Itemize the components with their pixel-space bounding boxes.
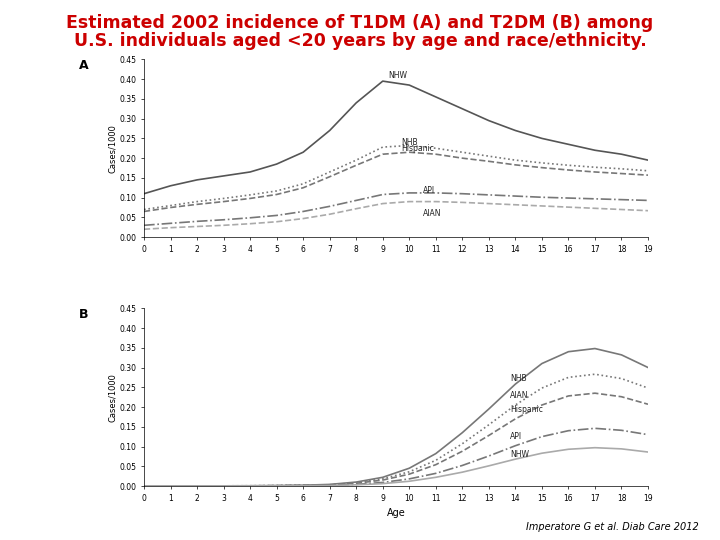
Text: AIAN: AIAN <box>423 209 441 218</box>
Text: B: B <box>78 308 88 321</box>
Text: A: A <box>78 59 88 72</box>
X-axis label: Age: Age <box>387 508 405 518</box>
Text: NHW: NHW <box>510 450 529 459</box>
Text: AIAN: AIAN <box>510 390 528 400</box>
Text: API: API <box>510 432 522 441</box>
Text: Hispanic: Hispanic <box>510 405 543 414</box>
Text: NHB: NHB <box>510 374 527 383</box>
Text: Estimated 2002 incidence of T1DM (A) and T2DM (B) among: Estimated 2002 incidence of T1DM (A) and… <box>66 14 654 31</box>
Y-axis label: Cases/1000: Cases/1000 <box>107 124 117 173</box>
Text: NHW: NHW <box>388 71 407 80</box>
Text: Hispanic: Hispanic <box>401 144 434 153</box>
Text: U.S. individuals aged <20 years by age and race/ethnicity.: U.S. individuals aged <20 years by age a… <box>73 32 647 50</box>
Text: API: API <box>423 186 435 195</box>
Text: Imperatore G et al. Diab Care 2012: Imperatore G et al. Diab Care 2012 <box>526 522 698 532</box>
Text: NHB: NHB <box>401 138 418 147</box>
Y-axis label: Cases/1000: Cases/1000 <box>107 373 117 422</box>
